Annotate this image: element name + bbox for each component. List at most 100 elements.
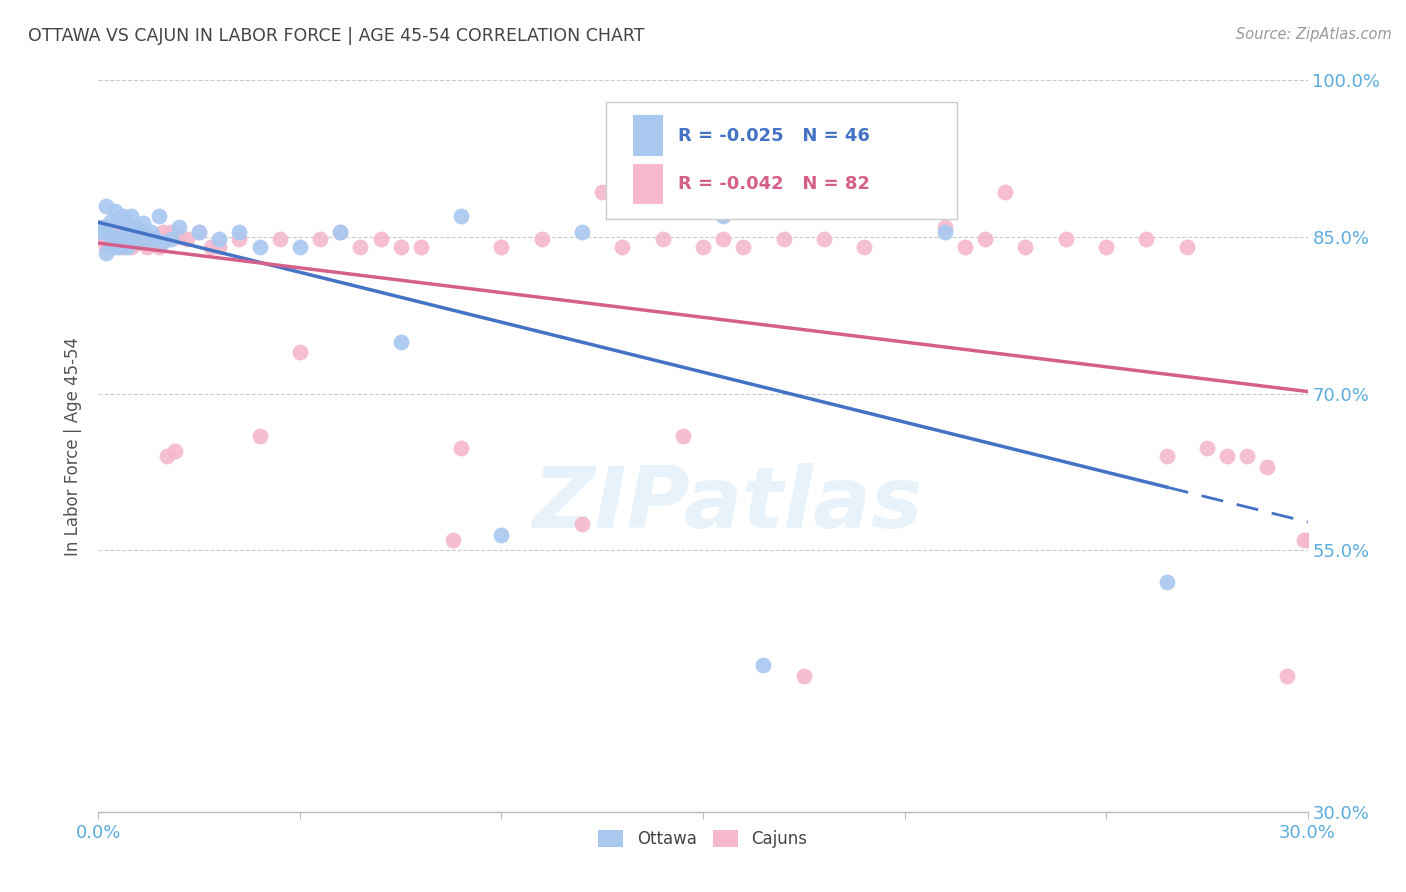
Point <box>692 240 714 254</box>
Point <box>91 225 114 239</box>
Point <box>208 240 231 254</box>
Point <box>571 225 593 239</box>
Point <box>111 209 134 223</box>
Point <box>96 240 118 254</box>
Point <box>1216 450 1239 464</box>
Point <box>143 232 166 246</box>
Point <box>91 219 114 234</box>
Y-axis label: In Labor Force | Age 45-54: In Labor Force | Age 45-54 <box>65 336 83 556</box>
Point <box>1296 533 1319 547</box>
Point <box>120 240 142 254</box>
Point <box>329 225 352 239</box>
Point <box>100 230 122 244</box>
Point <box>974 232 997 246</box>
FancyBboxPatch shape <box>606 103 957 219</box>
Point <box>711 209 734 223</box>
Point <box>163 444 186 458</box>
Point <box>409 240 432 254</box>
Point <box>115 219 138 234</box>
Point <box>96 199 118 213</box>
Point <box>107 230 129 244</box>
Point <box>491 528 513 542</box>
Point <box>228 225 250 239</box>
Point <box>100 232 122 246</box>
Point <box>115 232 138 246</box>
Point <box>96 219 118 234</box>
Point <box>934 225 956 239</box>
Point <box>115 240 138 254</box>
Point <box>100 240 122 254</box>
Point <box>994 185 1017 199</box>
Point <box>115 235 138 250</box>
Point <box>139 225 162 239</box>
Point <box>752 658 775 673</box>
Point <box>100 225 122 239</box>
Point <box>188 225 211 239</box>
Point <box>1156 574 1178 589</box>
Point <box>143 232 166 246</box>
Point <box>571 517 593 532</box>
Point <box>91 230 114 244</box>
Point <box>96 235 118 250</box>
Point <box>329 225 352 239</box>
Point <box>152 235 174 250</box>
Point <box>167 219 190 234</box>
Point <box>651 232 673 246</box>
Point <box>103 203 125 218</box>
Point <box>91 219 114 234</box>
Point <box>389 334 412 349</box>
Bar <box>633 163 664 203</box>
Point <box>96 245 118 260</box>
Point <box>128 225 150 239</box>
Point <box>672 428 695 442</box>
Point <box>128 232 150 246</box>
Point <box>772 232 794 246</box>
Point <box>1277 669 1299 683</box>
Point <box>1014 240 1036 254</box>
Point <box>103 240 125 254</box>
Point <box>853 240 876 254</box>
Point <box>288 240 311 254</box>
Point <box>124 219 146 234</box>
Point <box>450 441 472 455</box>
Point <box>111 240 134 254</box>
Point <box>1236 450 1258 464</box>
Point <box>953 240 976 254</box>
Point <box>349 240 371 254</box>
Point <box>124 225 146 239</box>
Point <box>893 185 915 199</box>
Point <box>793 669 815 683</box>
Point <box>135 240 157 254</box>
Point <box>167 230 190 244</box>
Point <box>450 209 472 223</box>
Point <box>152 225 174 239</box>
Point <box>1175 240 1198 254</box>
Point <box>132 216 155 230</box>
Point <box>1156 450 1178 464</box>
Point <box>530 232 553 246</box>
Point <box>370 232 392 246</box>
Point <box>389 240 412 254</box>
Point <box>120 209 142 223</box>
Point <box>120 230 142 244</box>
Point <box>148 209 170 223</box>
Text: R = -0.025   N = 46: R = -0.025 N = 46 <box>678 127 869 145</box>
Point <box>107 240 129 254</box>
Point <box>249 240 271 254</box>
Point <box>103 225 125 239</box>
Bar <box>633 115 664 155</box>
Point <box>100 230 122 244</box>
Point <box>491 240 513 254</box>
Text: Source: ZipAtlas.com: Source: ZipAtlas.com <box>1236 27 1392 42</box>
Point <box>1292 533 1315 547</box>
Point <box>111 230 134 244</box>
Point <box>160 225 183 239</box>
Point <box>188 225 211 239</box>
Point <box>1095 240 1118 254</box>
Point <box>309 232 332 246</box>
Point <box>441 533 464 547</box>
Point <box>107 237 129 252</box>
Point <box>591 185 613 199</box>
Point <box>115 225 138 239</box>
Point <box>612 240 634 254</box>
